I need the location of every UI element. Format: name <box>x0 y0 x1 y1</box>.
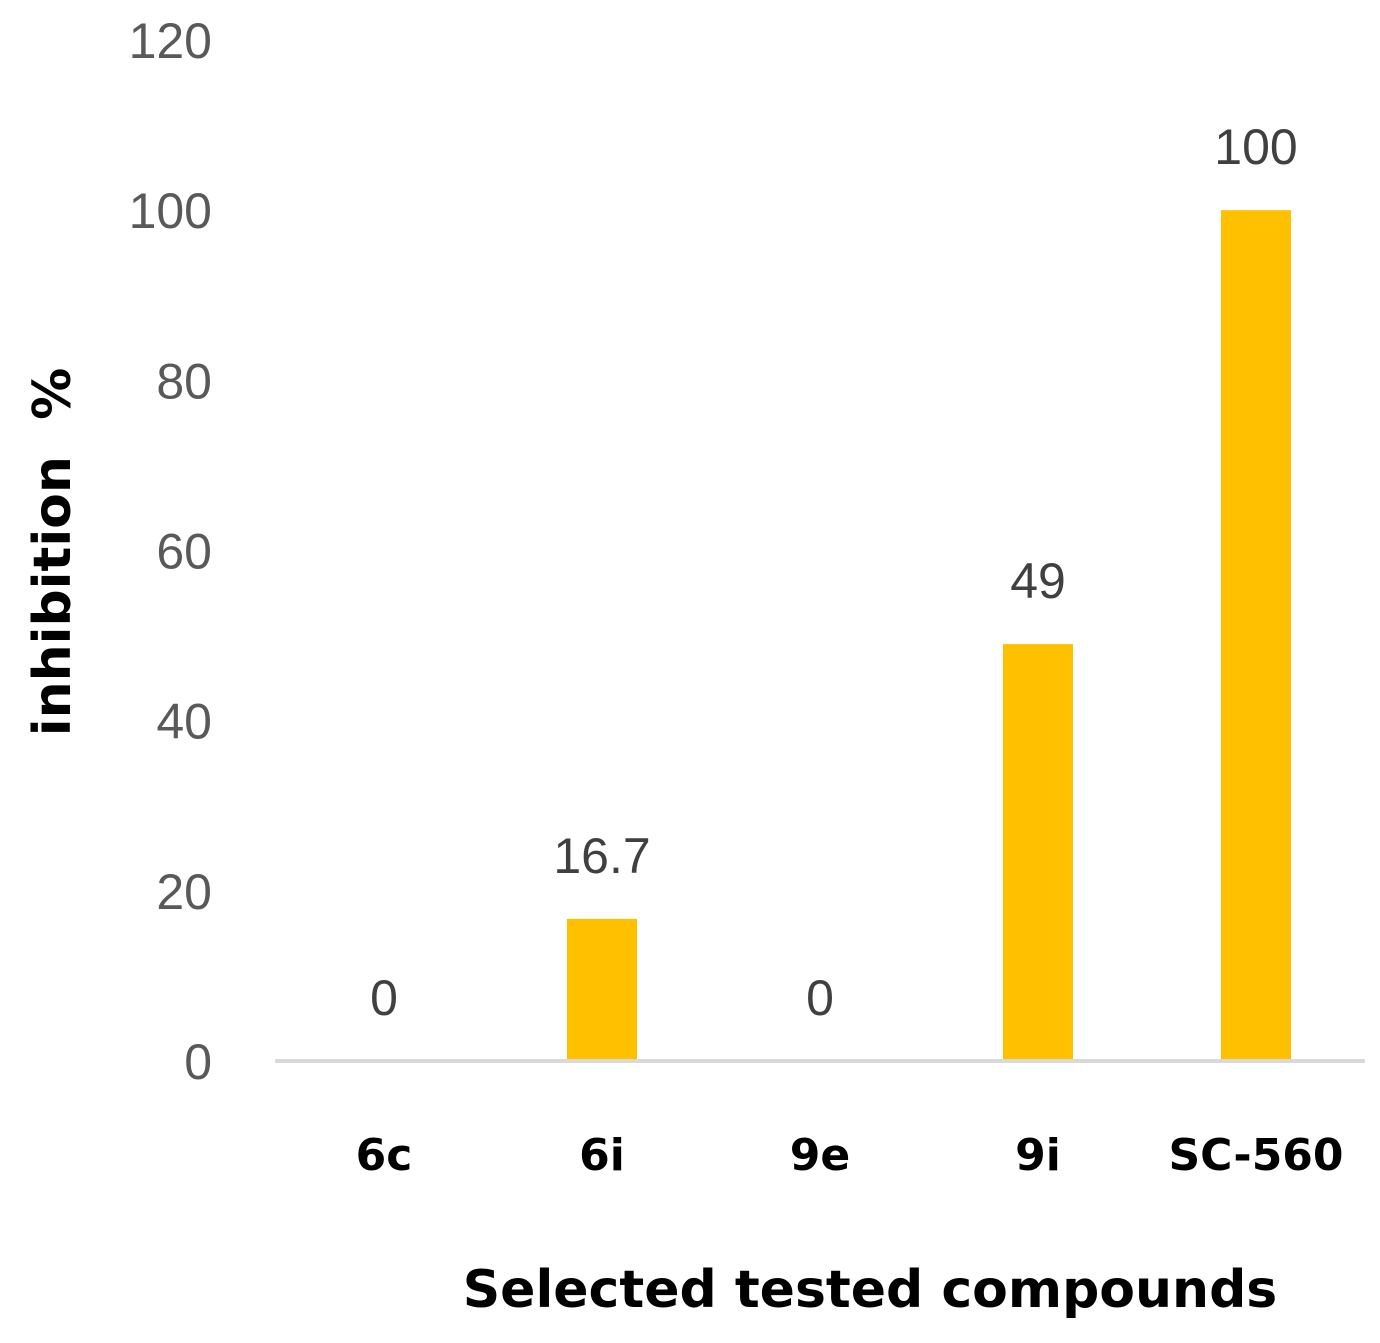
x-axis-categories: 6c 6i 9e 9i SC-560 <box>356 1130 1344 1181</box>
x-tick-label: 9e <box>790 1130 850 1181</box>
y-axis-ticks: 0 20 40 60 80 100 120 <box>129 13 212 1090</box>
data-label: 16.7 <box>553 828 650 884</box>
bar-6i <box>567 918 637 1061</box>
bar-series <box>567 210 1291 1061</box>
y-tick-label: 80 <box>156 353 212 409</box>
y-tick-label: 100 <box>129 183 212 239</box>
data-labels: 0 16.7 0 49 100 <box>370 119 1298 1026</box>
y-tick-label: 20 <box>156 864 212 920</box>
y-tick-label: 120 <box>129 13 212 69</box>
y-axis-title: inhibition % <box>23 368 83 736</box>
data-label: 0 <box>370 970 398 1026</box>
x-tick-label: 6i <box>579 1130 625 1181</box>
y-tick-label: 0 <box>184 1034 212 1090</box>
data-label: 100 <box>1214 119 1297 175</box>
data-label: 0 <box>806 970 834 1026</box>
x-axis-title: Selected tested compounds <box>463 1260 1278 1320</box>
y-tick-label: 60 <box>156 524 212 580</box>
bar-9i <box>1003 644 1073 1061</box>
y-tick-label: 40 <box>156 694 212 750</box>
data-label: 49 <box>1010 553 1066 609</box>
x-tick-label: SC-560 <box>1168 1130 1343 1181</box>
bar-sc-560 <box>1221 210 1291 1061</box>
x-tick-label: 9i <box>1015 1130 1061 1181</box>
x-tick-label: 6c <box>356 1130 413 1181</box>
